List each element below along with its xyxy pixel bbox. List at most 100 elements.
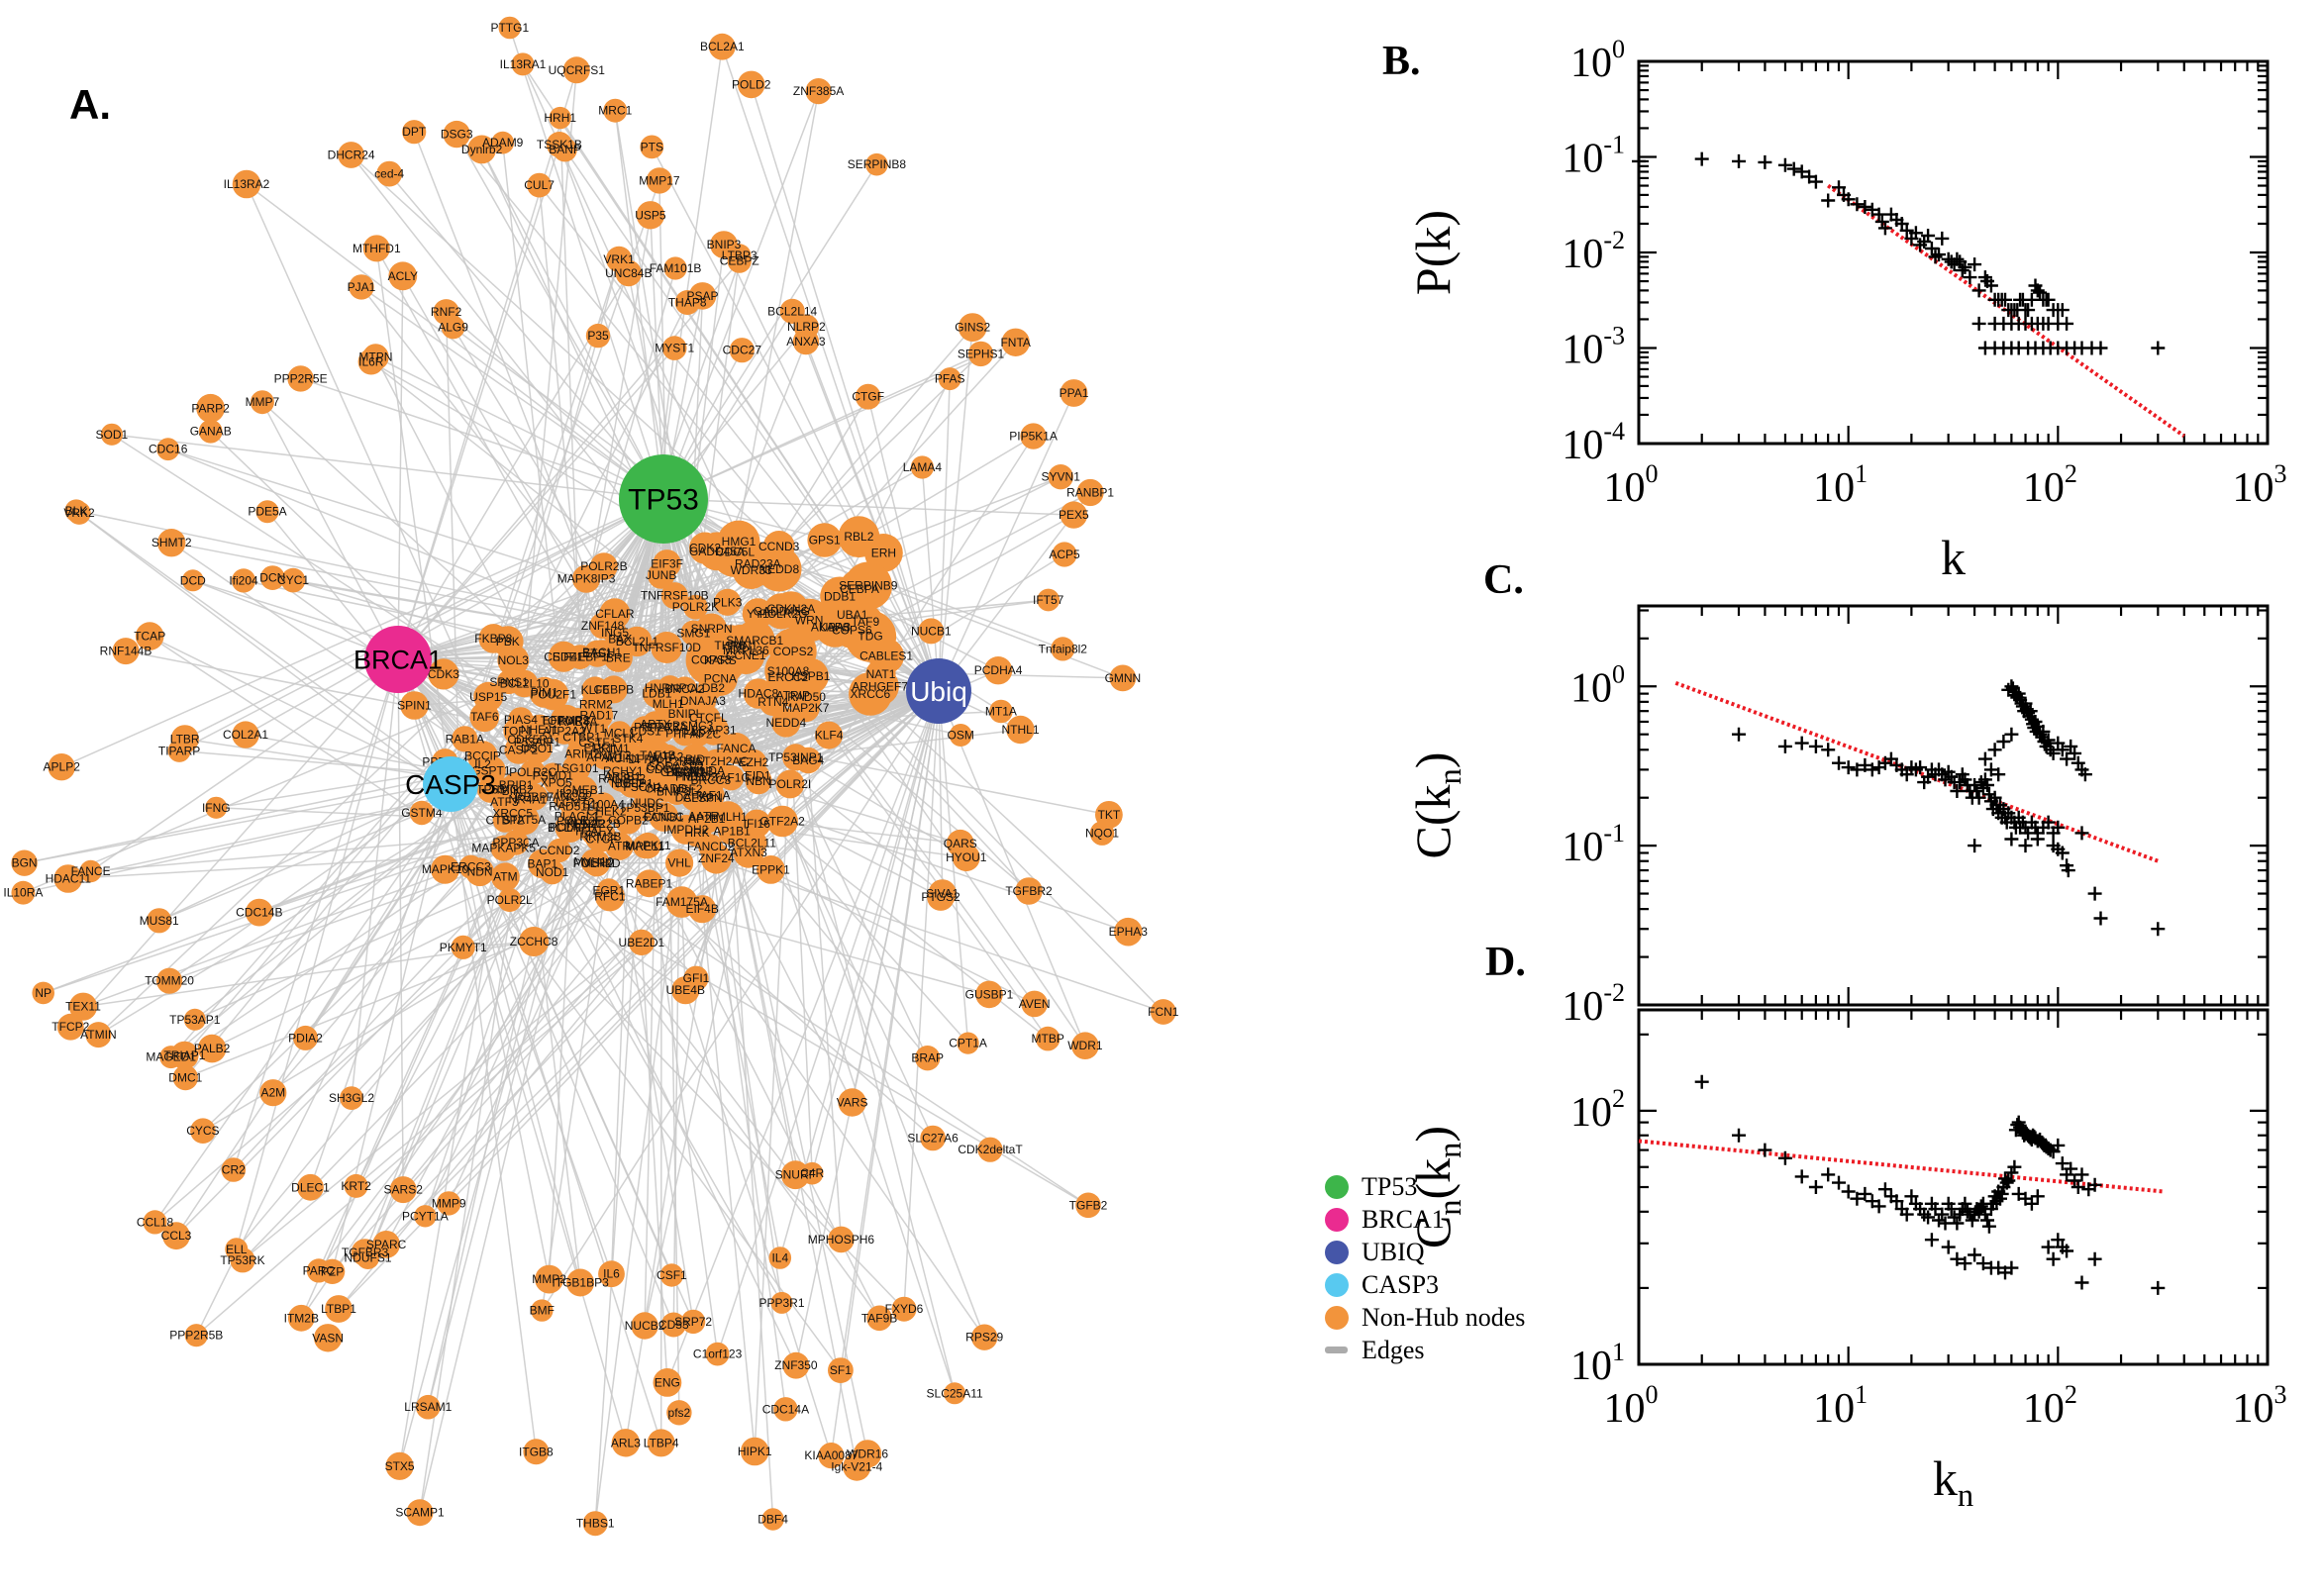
network-node xyxy=(585,323,611,349)
network-node xyxy=(865,152,888,176)
network-node-label: IFNG xyxy=(202,801,231,815)
network-edge xyxy=(158,783,452,922)
network-node-label: CR2 xyxy=(222,1163,246,1177)
network-node-label: CEBPB xyxy=(593,682,634,696)
network-node xyxy=(628,929,656,956)
panel-b-label: B. xyxy=(1382,39,1421,84)
hub-node-ubiq xyxy=(906,658,971,724)
network-node-label: TAF1C xyxy=(713,771,750,785)
network-node-label: ANXA3 xyxy=(786,335,826,349)
network-node-label: NDN xyxy=(467,865,493,879)
network-node-label: IL13RA1 xyxy=(500,57,547,71)
network-node-label: PEX5 xyxy=(1059,508,1089,522)
network-node-label: ZNF148 xyxy=(581,619,625,633)
network-node-label: MRPL36 xyxy=(723,644,769,657)
network-node-label: WDR33 xyxy=(731,563,772,577)
network-node xyxy=(467,135,496,164)
network-node-label: IMPDH2 xyxy=(663,823,709,837)
network-node-label: Tnfaip8l2 xyxy=(1039,642,1088,655)
network-node xyxy=(520,783,549,811)
network-edge xyxy=(672,862,680,1326)
network-node-label: FANCD2 xyxy=(687,840,735,853)
network-node xyxy=(1095,801,1123,829)
network-node-label: CCL18 xyxy=(137,1215,174,1229)
network-node-label: BGN xyxy=(12,856,38,870)
network-node-label: ATMIN xyxy=(80,1028,116,1042)
network-node-label: EGR1 xyxy=(592,883,625,897)
network-edge xyxy=(614,110,664,500)
network-node-label: ATR xyxy=(608,840,631,853)
network-node-label: SHMT2 xyxy=(152,536,192,549)
network-node xyxy=(656,675,683,701)
network-node-label: DSG3 xyxy=(441,128,473,142)
network-node-label: TGFB2 xyxy=(1069,1198,1108,1212)
network-node-label: BAP1 xyxy=(528,856,558,870)
network-node xyxy=(918,618,945,645)
network-node-label: GADD45A xyxy=(689,545,745,558)
network-node-label: ZCCHC8 xyxy=(510,935,558,948)
network-node xyxy=(147,908,172,934)
network-node-label: BRCC3 xyxy=(691,773,732,787)
network-node-label: BRIP1 xyxy=(499,778,534,792)
network-edge xyxy=(662,498,1036,1005)
network-node-label: CSDE1 xyxy=(544,649,583,663)
network-node-label: GUSBP1 xyxy=(965,987,1014,1001)
network-node-label: TGFBR3 xyxy=(342,1246,389,1259)
network-node-label: TEX11 xyxy=(65,1000,101,1014)
network-node-label: BAX xyxy=(608,633,632,647)
network-node-label: APLP2 xyxy=(44,760,81,774)
network-node xyxy=(231,568,256,593)
network-node-label: ELK1 xyxy=(584,741,614,754)
network-node xyxy=(671,976,700,1005)
hub-node-tp53 xyxy=(619,454,708,544)
network-node xyxy=(708,33,736,60)
network-node xyxy=(400,691,429,720)
network-node-label: SPNS1 xyxy=(489,675,529,689)
network-node xyxy=(548,641,579,672)
network-node-label: LRSAM1 xyxy=(404,1400,452,1414)
network-node-label: ZNF350 xyxy=(774,1358,818,1372)
network-node-label: MAPK10 xyxy=(422,862,469,876)
network-node-label: NAT1 xyxy=(866,667,896,681)
network-node xyxy=(660,582,688,610)
network-node-label: PZP xyxy=(321,1264,344,1278)
network-node-label: pfs2 xyxy=(668,1406,691,1420)
network-node-label: PPP2R5E xyxy=(274,371,328,385)
network-node xyxy=(473,681,504,712)
network-node-label: FNTA xyxy=(1000,336,1030,349)
network-node-label: DMC1 xyxy=(168,1071,202,1085)
network-edge xyxy=(938,327,973,692)
network-node-label: TSG101 xyxy=(555,761,599,775)
network-node xyxy=(491,131,515,154)
network-node xyxy=(761,1508,784,1531)
network-edge xyxy=(375,355,664,500)
network-node-label: CCNB1 xyxy=(644,811,684,825)
network-node xyxy=(666,1400,692,1426)
network-edge xyxy=(300,377,664,500)
network-node xyxy=(181,569,204,592)
network-edge xyxy=(903,690,940,1310)
network-node xyxy=(225,1238,249,1261)
network-node xyxy=(232,169,261,199)
network-node-label: VRK1 xyxy=(603,252,635,266)
network-node xyxy=(221,1157,247,1182)
network-node-label: JUNB xyxy=(646,568,676,582)
network-node-label: GFI1 xyxy=(683,971,710,985)
network-node-label: NDUFS1 xyxy=(344,1250,391,1264)
network-node-label: USP5 xyxy=(635,208,666,222)
network-node-label: RAD50 xyxy=(787,690,826,704)
network-node xyxy=(680,620,707,647)
network-node xyxy=(614,806,643,835)
network-node-label: TAF6 xyxy=(470,710,499,724)
tick-label: 10-1 xyxy=(1562,131,1625,182)
network-node-label: PDE5A xyxy=(248,505,286,519)
network-edge xyxy=(879,436,1035,675)
network-node xyxy=(190,1118,216,1144)
network-node-label: NP xyxy=(35,986,51,1000)
network-node-label: GINS2 xyxy=(955,321,990,335)
network-node-label: KPNA2 xyxy=(566,817,606,831)
network-node-label: RNF144B xyxy=(100,645,152,658)
node-layer xyxy=(11,16,1176,1537)
network-node-label: ARL3 xyxy=(611,1436,641,1449)
